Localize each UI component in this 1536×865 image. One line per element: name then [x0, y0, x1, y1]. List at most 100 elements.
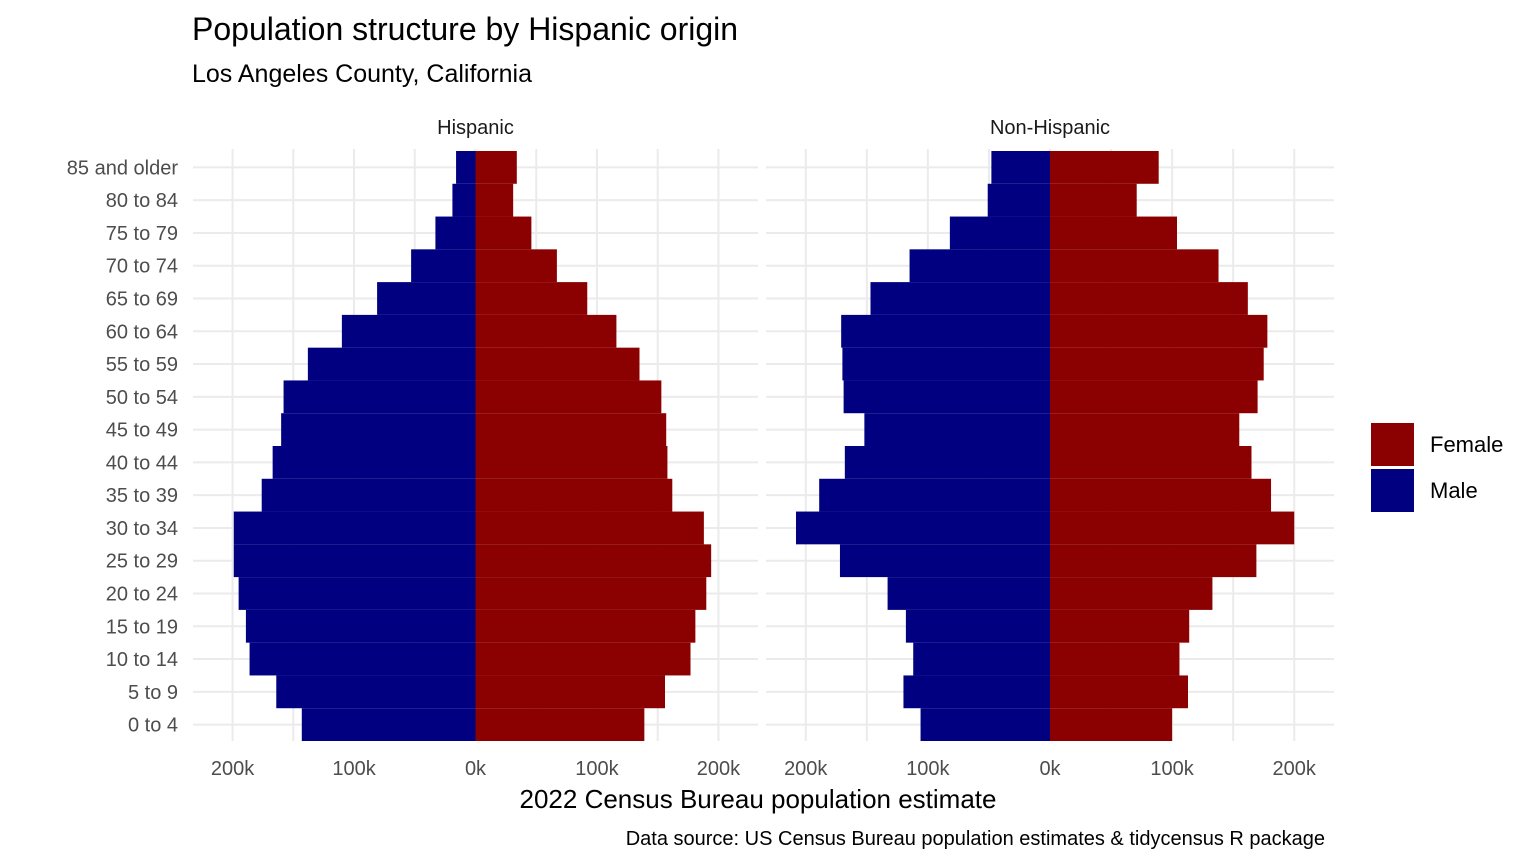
bar-female-85-and-older [1050, 151, 1159, 184]
bar-male-80-to-84 [987, 183, 1050, 217]
bar-male-40-to-44 [844, 446, 1050, 479]
bar-male-65-to-69 [377, 282, 476, 315]
x-tick-label: 100k [906, 758, 950, 780]
legend: Female Male [1371, 423, 1503, 512]
bar-male-50-to-54 [283, 380, 476, 414]
bar-female-5-to-9 [1050, 675, 1188, 709]
y-tick-label: 0 to 4 [128, 715, 178, 737]
bar-female-65-to-69 [1050, 282, 1248, 315]
bar-female-60-to-64 [1050, 314, 1268, 348]
bar-female-50-to-54 [1050, 380, 1258, 414]
bar-female-5-to-9 [475, 675, 666, 709]
bar-male-30-to-34 [233, 511, 476, 545]
y-tick-label: 15 to 19 [106, 616, 178, 638]
y-tick-label: 35 to 39 [106, 485, 178, 507]
bar-female-35-to-39 [475, 478, 673, 512]
facet-label: Hispanic [437, 117, 514, 139]
y-tick-label: 5 to 9 [128, 682, 178, 704]
bar-female-0-to-4 [1050, 708, 1173, 741]
bar-female-30-to-34 [1050, 511, 1295, 545]
x-tick-label: 100k [332, 758, 376, 780]
bar-male-85-and-older [991, 151, 1050, 184]
bar-female-20-to-24 [1050, 577, 1213, 610]
bar-female-70-to-74 [475, 249, 557, 283]
bar-female-50-to-54 [475, 380, 662, 414]
y-tick-label: 50 to 54 [106, 387, 178, 409]
y-tick-label: 25 to 29 [106, 551, 178, 573]
bar-female-70-to-74 [1050, 249, 1219, 283]
bar-female-80-to-84 [475, 183, 514, 217]
bar-male-80-to-84 [452, 183, 476, 217]
y-tick-label: 70 to 74 [106, 256, 178, 278]
bar-male-60-to-64 [341, 314, 476, 348]
bar-male-75-to-79 [949, 216, 1050, 250]
bar-female-25-to-29 [475, 544, 712, 578]
bar-female-15-to-19 [475, 609, 696, 643]
bar-male-0-to-4 [301, 708, 476, 741]
bar-male-15-to-19 [245, 609, 476, 643]
bar-female-85-and-older [475, 151, 517, 184]
bar-female-65-to-69 [475, 282, 588, 315]
y-tick-label: 45 to 49 [106, 420, 178, 442]
bar-male-60-to-64 [841, 314, 1050, 348]
bar-male-5-to-9 [903, 675, 1050, 709]
bar-male-30-to-34 [795, 511, 1050, 545]
bar-female-25-to-29 [1050, 544, 1257, 578]
legend-key-female [1371, 423, 1414, 466]
panel-hispanic: Hispanic 200k 100k 0k 100k 200k [193, 117, 758, 780]
bar-female-55-to-59 [475, 347, 640, 381]
bar-female-20-to-24 [475, 577, 707, 610]
y-tick-label: 30 to 34 [106, 518, 178, 540]
legend-label-female: Female [1430, 432, 1503, 457]
x-tick-label: 100k [575, 758, 619, 780]
bar-female-45-to-49 [1050, 413, 1240, 446]
bar-male-25-to-29 [839, 544, 1050, 578]
bar-female-40-to-44 [1050, 446, 1252, 479]
legend-key-male [1371, 469, 1414, 512]
x-axis-label: 2022 Census Bureau population estimate [520, 784, 997, 814]
x-tick-label: 200k [784, 758, 828, 780]
bar-female-10-to-14 [475, 642, 691, 676]
bar-female-55-to-59 [1050, 347, 1264, 381]
bar-female-10-to-14 [1050, 642, 1180, 676]
bar-male-35-to-39 [819, 478, 1050, 512]
x-tick-label: 0k [1039, 758, 1061, 780]
x-tick-label: 100k [1150, 758, 1194, 780]
chart-caption: Data source: US Census Bureau population… [626, 828, 1325, 850]
y-tick-label: 65 to 69 [106, 289, 178, 311]
y-tick-label: 60 to 64 [106, 321, 178, 343]
bar-male-20-to-24 [887, 577, 1050, 610]
bar-female-75-to-79 [1050, 216, 1178, 250]
bar-female-60-to-64 [475, 314, 617, 348]
y-tick-label: 75 to 79 [106, 223, 178, 245]
bar-male-25-to-29 [233, 544, 476, 578]
bar-male-70-to-74 [909, 249, 1050, 283]
bar-male-70-to-74 [411, 249, 476, 283]
facet-label: Non-Hispanic [990, 117, 1110, 139]
y-tick-label: 80 to 84 [106, 190, 178, 212]
x-tick-label: 200k [1273, 758, 1317, 780]
bar-male-45-to-49 [281, 413, 476, 446]
bar-male-40-to-44 [272, 446, 476, 479]
bar-male-5-to-9 [276, 675, 476, 709]
y-tick-label: 10 to 14 [106, 649, 178, 671]
bar-male-55-to-59 [842, 347, 1050, 381]
bar-male-35-to-39 [261, 478, 476, 512]
y-tick-label: 55 to 59 [106, 354, 178, 376]
x-tick-label: 200k [211, 758, 255, 780]
chart-subtitle: Los Angeles County, California [192, 60, 532, 88]
bar-female-30-to-34 [475, 511, 704, 545]
bar-male-15-to-19 [905, 609, 1050, 643]
bar-female-15-to-19 [1050, 609, 1190, 643]
bar-male-10-to-14 [913, 642, 1050, 676]
bar-male-75-to-79 [435, 216, 476, 250]
legend-label-male: Male [1430, 478, 1478, 503]
panel-non-hispanic: Non-Hispanic 200k 100k 0k 100k 200k [766, 117, 1334, 780]
bar-female-0-to-4 [475, 708, 645, 741]
bar-male-0-to-4 [920, 708, 1050, 741]
plot-area: Hispanic 200k 100k 0k 100k 200k Non-Hispanic 20… [67, 117, 1334, 780]
bar-male-10-to-14 [249, 642, 476, 676]
x-tick-label: 200k [697, 758, 741, 780]
bar-male-20-to-24 [238, 577, 476, 610]
bar-male-55-to-59 [307, 347, 476, 381]
